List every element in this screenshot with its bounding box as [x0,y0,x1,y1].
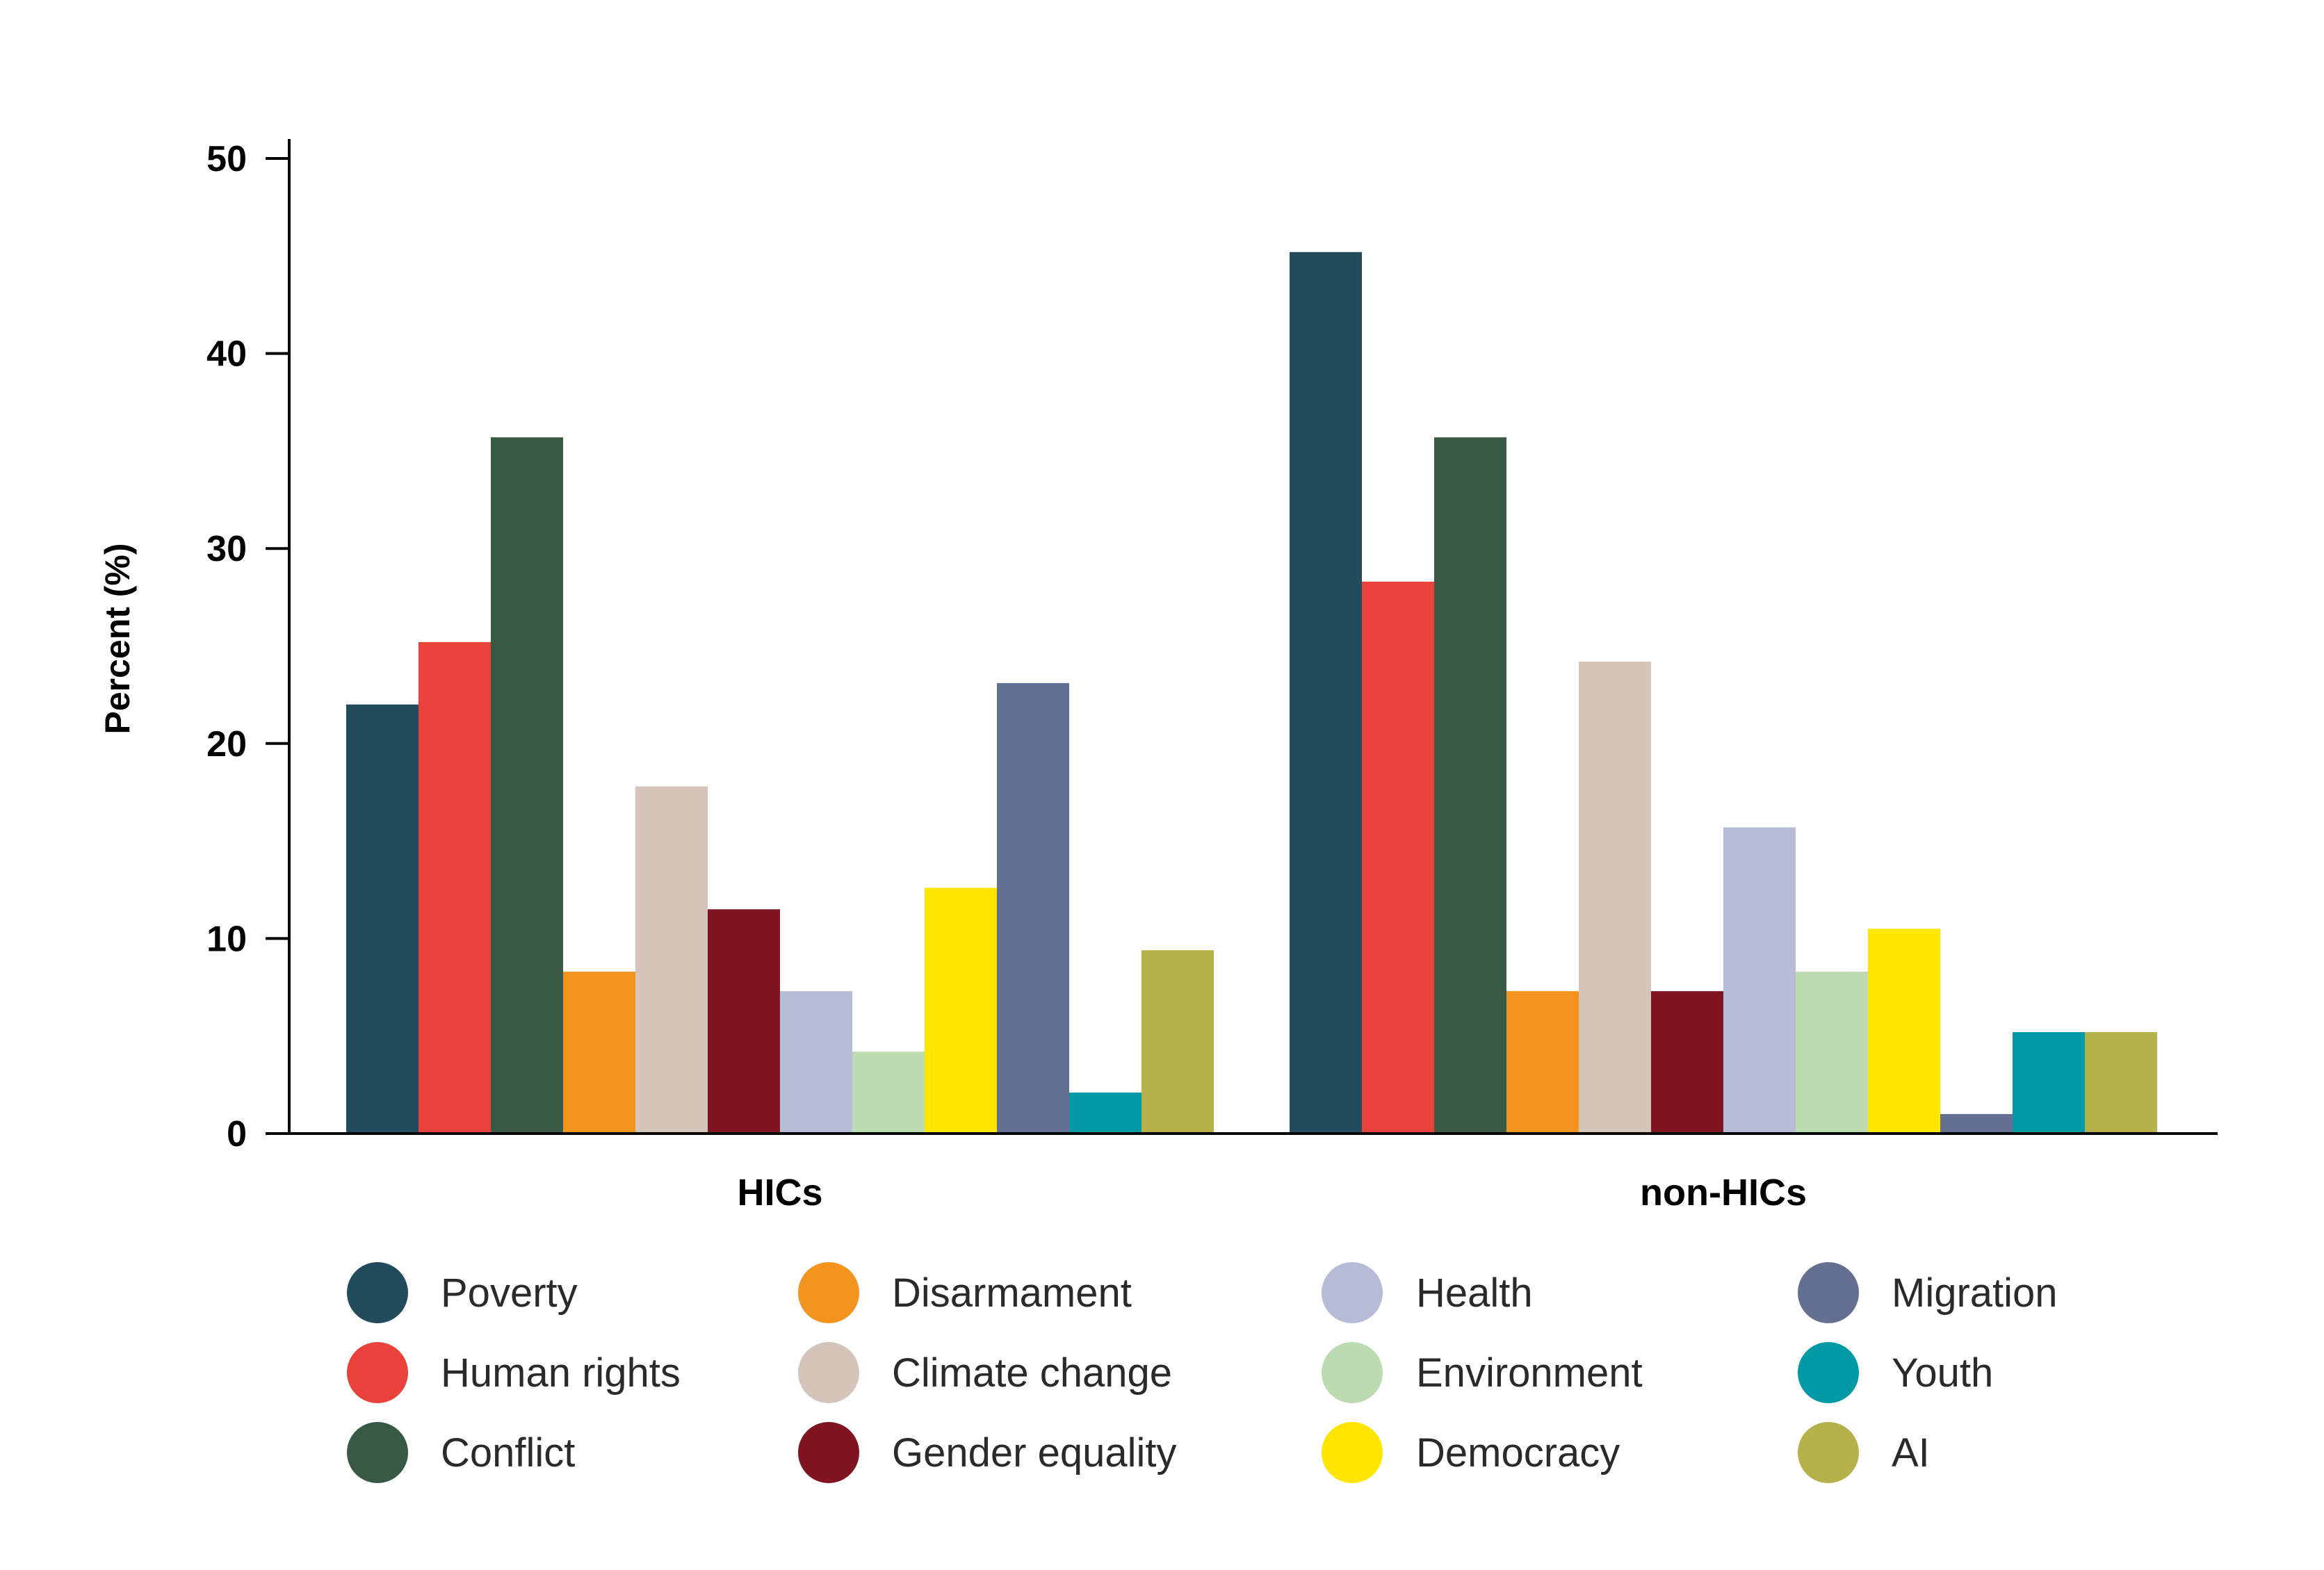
bar-democracy-non-hics [1868,929,1940,1134]
legend-label: Migration [1892,1270,2058,1316]
legend-label: Gender equality [892,1430,1176,1475]
x-category-label: non-HICs [1640,1172,1807,1213]
legend-swatch [1322,1262,1383,1323]
legend-item-democracy: Democracy [1322,1422,1620,1483]
legend-item-migration: Migration [1798,1262,2058,1323]
legend-label: AI [1892,1430,1930,1475]
bar-migration-non-hics [1940,1113,2013,1134]
bar-human-rights-hics [419,641,491,1134]
bar-migration-hics [997,682,1069,1134]
bar-environment-non-hics [1796,972,1868,1134]
bars [346,252,2157,1134]
y-tick-label: 30 [206,529,247,569]
bar-conflict-non-hics [1434,437,1506,1134]
legend-swatch [798,1422,859,1483]
bar-conflict-hics [491,437,563,1134]
legend-swatch [347,1342,408,1403]
bar-gender-equality-non-hics [1651,991,1723,1134]
bar-disarmament-hics [563,972,635,1134]
legend-label: Democracy [1416,1430,1620,1475]
y-tick-label: 20 [206,724,247,764]
bar-environment-hics [852,1052,925,1134]
legend-swatch [1798,1262,1859,1323]
legend-label: Youth [1892,1350,1993,1396]
y-tick-label: 10 [206,919,247,959]
bar-gender-equality-hics [708,909,780,1134]
bar-poverty-non-hics [1290,252,1362,1134]
legend-item-human-rights: Human rights [347,1342,681,1403]
legend-label: Climate change [892,1350,1172,1396]
legend-item-health: Health [1322,1262,1533,1323]
y-axis: 0 10 20 30 40 50 [206,139,291,1154]
y-axis-label: Percent (%) [98,543,137,734]
legend-swatch [1322,1422,1383,1483]
bar-health-hics [780,991,852,1134]
legend-swatch [347,1422,408,1483]
legend-item-gender-equality: Gender equality [798,1422,1176,1483]
legend-swatch [798,1342,859,1403]
bar-climate-change-non-hics [1579,661,1651,1134]
y-tick-label: 0 [227,1114,247,1154]
legend: Poverty Human rights Conflict Disarmament Cl… [347,1262,2058,1483]
legend-item-environment: Environment [1322,1342,1643,1403]
bar-disarmament-non-hics [1506,991,1579,1134]
legend-item-disarmament: Disarmament [798,1262,1132,1323]
legend-label: Human rights [441,1350,681,1396]
legend-swatch [1798,1342,1859,1403]
x-category-label: HICs [737,1172,822,1213]
legend-label: Disarmament [892,1270,1132,1316]
bar-youth-hics [1069,1093,1141,1134]
legend-item-climate-change: Climate change [798,1342,1172,1403]
bar-ai-hics [1141,950,1214,1134]
legend-item-conflict: Conflict [347,1422,575,1483]
y-tick-label: 40 [206,334,247,375]
x-axis: HICs non-HICs [289,1132,2218,1213]
bar-democracy-hics [925,888,997,1134]
y-tick-label: 50 [206,139,247,179]
legend-swatch [798,1262,859,1323]
legend-label: Health [1416,1270,1533,1316]
bar-climate-change-hics [635,786,708,1134]
bar-youth-non-hics [2013,1032,2085,1134]
legend-swatch [1798,1422,1859,1483]
legend-swatch [347,1262,408,1323]
legend-label: Poverty [441,1270,578,1316]
legend-label: Environment [1416,1350,1643,1396]
legend-item-ai: AI [1798,1422,1930,1483]
legend-label: Conflict [441,1430,575,1475]
legend-item-poverty: Poverty [347,1262,578,1323]
bar-health-non-hics [1723,827,1796,1134]
legend-swatch [1322,1342,1383,1403]
bar-ai-non-hics [2085,1032,2157,1134]
bar-human-rights-non-hics [1362,581,1434,1134]
bar-poverty-hics [346,704,419,1134]
legend-item-youth: Youth [1798,1342,1993,1403]
